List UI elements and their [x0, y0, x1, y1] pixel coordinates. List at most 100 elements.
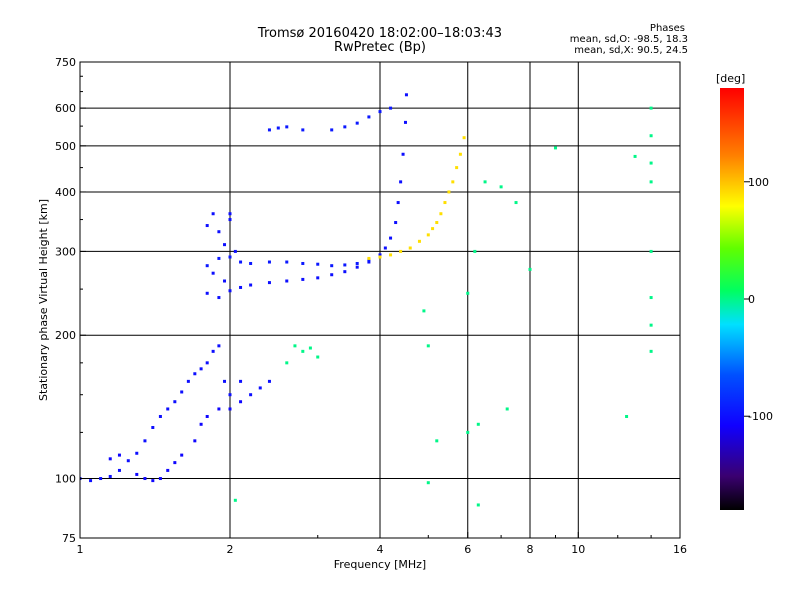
data-point: [308, 346, 312, 350]
data-point: [217, 256, 221, 260]
data-point: [528, 267, 532, 271]
data-point: [205, 361, 209, 365]
data-point: [439, 212, 443, 216]
data-point: [378, 255, 382, 259]
data-point: [462, 136, 466, 140]
data-point: [330, 273, 334, 277]
data-point: [228, 218, 232, 222]
data-point: [228, 289, 232, 293]
data-point: [285, 361, 289, 365]
data-point: [285, 260, 289, 264]
data-point: [108, 474, 112, 478]
data-point: [649, 180, 653, 184]
trace-group: [267, 106, 393, 132]
data-point: [625, 414, 629, 418]
data-point: [476, 422, 480, 426]
data-point: [276, 126, 280, 130]
y-tick-label: 300: [55, 245, 76, 258]
data-point: [435, 221, 439, 225]
data-point: [378, 253, 382, 257]
data-point: [233, 498, 237, 502]
data-point: [205, 224, 209, 228]
data-point: [267, 379, 271, 383]
data-point: [316, 276, 320, 280]
data-point: [166, 407, 170, 411]
x-tick-label: 2: [227, 543, 234, 556]
data-point: [378, 110, 382, 114]
data-point: [158, 414, 162, 418]
grid-layer: [80, 62, 680, 538]
data-point: [193, 439, 197, 443]
trace-group: [367, 136, 466, 260]
data-point: [447, 190, 451, 194]
data-point: [126, 459, 130, 463]
data-point: [343, 263, 347, 267]
data-point: [267, 281, 271, 285]
data-point: [426, 344, 430, 348]
data-point: [205, 264, 209, 268]
data-point: [649, 349, 653, 353]
data-point: [426, 233, 430, 237]
data-point: [217, 407, 221, 411]
data-point: [649, 134, 653, 138]
data-point: [401, 152, 405, 156]
data-point: [426, 481, 430, 485]
data-point: [355, 265, 359, 269]
data-point: [301, 128, 305, 132]
data-point: [435, 439, 439, 443]
data-point: [367, 256, 371, 260]
data-point: [404, 93, 408, 97]
data-point: [355, 261, 359, 265]
data-point: [193, 372, 197, 376]
data-point: [399, 249, 403, 253]
data-point: [117, 453, 121, 457]
data-point: [343, 125, 347, 129]
data-point: [239, 400, 243, 404]
tick-layer: 1 2 4 6 8 10 16 75 100 200 300 400 500 600 750: [55, 56, 687, 556]
phase-stats-x-line: mean, sd,X: 90.5, 24.5: [574, 45, 688, 56]
data-point: [330, 264, 334, 268]
data-point: [239, 260, 243, 264]
data-point: [396, 201, 400, 205]
data-point: [89, 479, 93, 483]
trace-group: [80, 344, 271, 483]
data-point: [473, 249, 477, 253]
data-point: [173, 400, 177, 404]
trace-group: [205, 212, 237, 283]
colorbar-ticks: 100 0 -100: [744, 176, 773, 423]
phase-stats-label: Phases: [649, 23, 685, 34]
data-point: [649, 296, 653, 300]
data-point: [343, 270, 347, 274]
data-point: [431, 227, 435, 231]
data-point: [417, 239, 421, 243]
data-point: [99, 477, 103, 481]
data-point: [211, 271, 215, 275]
data-point: [186, 379, 190, 383]
data-point: [151, 425, 155, 429]
data-point: [249, 393, 253, 397]
data-point: [135, 451, 139, 455]
data-point: [180, 390, 184, 394]
data-point: [108, 457, 112, 461]
data-point: [228, 393, 232, 397]
data-point: [408, 246, 412, 250]
data-point: [389, 236, 393, 240]
y-tick-label: 200: [55, 329, 76, 342]
data-point: [223, 379, 227, 383]
data-point: [173, 461, 177, 465]
data-point: [514, 201, 518, 205]
y-tick-label: 75: [62, 532, 76, 545]
x-tick-label: 1: [77, 543, 84, 556]
data-point: [199, 367, 203, 371]
data-point: [211, 212, 215, 216]
data-point: [466, 430, 470, 434]
data-point: [389, 106, 393, 110]
y-tick-label: 600: [55, 102, 76, 115]
x-tick-label: 10: [571, 543, 585, 556]
data-point: [316, 262, 320, 266]
trace-group: [108, 400, 243, 483]
data-point: [205, 414, 209, 418]
data-point: [394, 221, 398, 225]
data-point: [205, 291, 209, 295]
